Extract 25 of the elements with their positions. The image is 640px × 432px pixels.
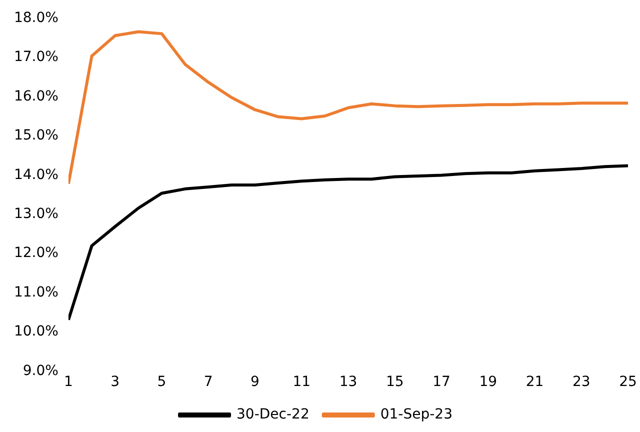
x-tick-label: 3 xyxy=(110,374,120,390)
x-tick-label: 17 xyxy=(432,374,450,390)
y-tick-label: 15.0% xyxy=(14,128,58,144)
x-tick-label: 1 xyxy=(64,374,73,390)
y-tick-label: 11.0% xyxy=(14,284,58,300)
y-tick-label: 10.0% xyxy=(14,324,58,340)
x-tick-label: 15 xyxy=(386,374,404,390)
y-tick-label: 18.0% xyxy=(14,10,58,26)
y-tick-label: 9.0% xyxy=(22,362,58,379)
y-tick-label: 16.0% xyxy=(14,88,58,104)
legend-label: 01-Sep-23 xyxy=(380,406,452,423)
y-tick-label: 17.0% xyxy=(14,49,58,66)
x-tick-label: 23 xyxy=(572,374,590,390)
y-tick-label: 13.0% xyxy=(14,206,58,222)
x-tick-label: 11 xyxy=(292,374,311,390)
x-tick-label: 9 xyxy=(250,374,260,390)
y-tick-label: 14.0% xyxy=(14,166,58,183)
x-tick-label: 7 xyxy=(204,374,213,390)
x-tick-label: 5 xyxy=(157,374,166,390)
x-tick-label: 19 xyxy=(479,374,498,390)
x-tick-label: 13 xyxy=(339,374,358,390)
x-tick-label: 25 xyxy=(619,374,637,390)
legend-label: 30-Dec-22 xyxy=(236,406,310,423)
y-tick-label: 12.0% xyxy=(14,245,58,262)
x-tick-label: 21 xyxy=(526,374,544,390)
